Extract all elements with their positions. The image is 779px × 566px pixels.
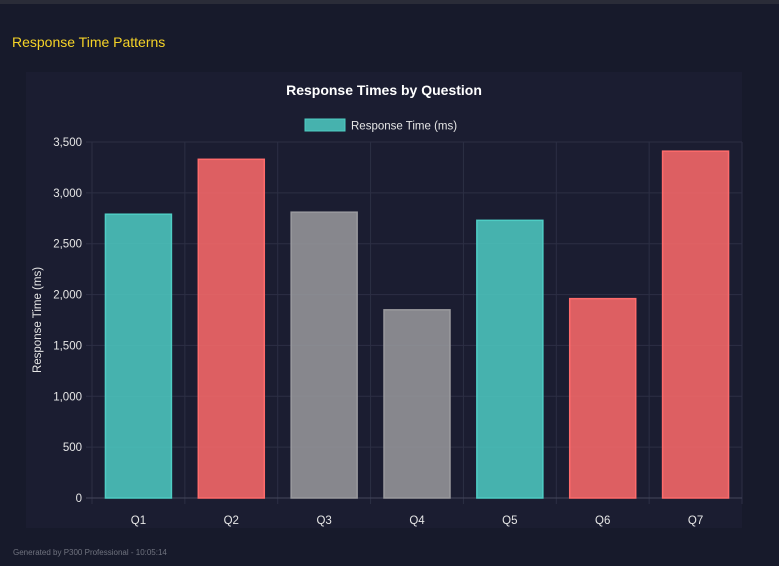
- x-tick-label: Q2: [224, 515, 239, 527]
- x-tick-label: Q1: [131, 515, 146, 527]
- y-tick-label: 3,000: [53, 188, 82, 200]
- bar-q2[interactable]: [197, 158, 266, 499]
- y-axis-label: Response Time (ms): [32, 267, 44, 373]
- x-tick-label: Q3: [316, 515, 331, 527]
- y-tick-label: 1,000: [53, 391, 82, 403]
- y-tick-label: 2,500: [53, 239, 82, 251]
- legend-swatch: [304, 118, 346, 132]
- y-tick-label: 500: [63, 442, 82, 454]
- chart-title: Response Times by Question: [286, 82, 482, 98]
- legend-label[interactable]: Response Time (ms): [351, 121, 457, 133]
- bar-q1[interactable]: [104, 213, 173, 499]
- y-tick-label: 1,500: [53, 340, 82, 352]
- top-bar: [0, 0, 779, 4]
- bar-q3[interactable]: [290, 211, 358, 499]
- x-tick-label: Q7: [688, 515, 703, 527]
- footer-text: Generated by P300 Professional - 10:05:1…: [13, 548, 167, 557]
- y-tick-label: 2,000: [53, 290, 82, 302]
- x-tick-label: Q5: [502, 515, 517, 527]
- bar-q6[interactable]: [568, 297, 637, 499]
- x-tick-label: Q4: [409, 515, 425, 527]
- y-tick-label: 3,500: [53, 137, 82, 149]
- bar-q5[interactable]: [476, 219, 544, 499]
- bar-q7[interactable]: [661, 150, 730, 499]
- bar-q4[interactable]: [383, 309, 451, 499]
- x-tick-label: Q6: [595, 515, 610, 527]
- y-tick-label: 0: [76, 493, 82, 505]
- section-title: Response Time Patterns: [12, 34, 166, 50]
